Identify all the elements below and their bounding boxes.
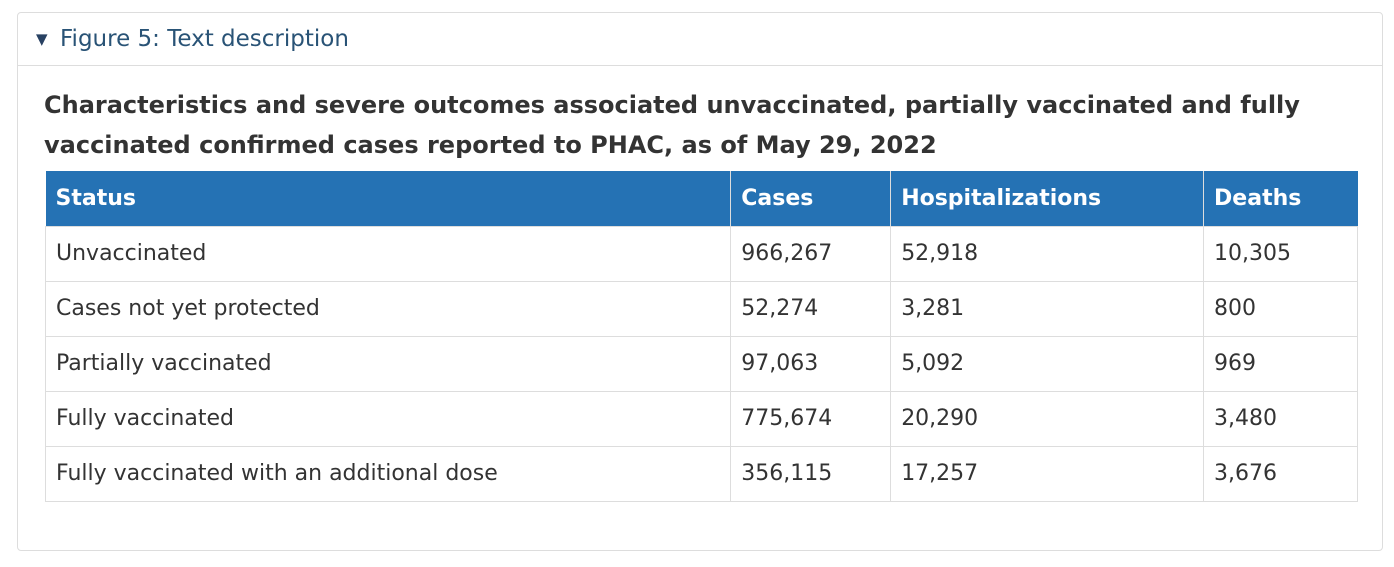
cell-hospitalizations: 17,257 bbox=[890, 445, 1205, 502]
cell-status: Partially vaccinated bbox=[44, 335, 732, 392]
cell-cases: 356,115 bbox=[730, 445, 892, 502]
cell-hospitalizations: 52,918 bbox=[890, 225, 1205, 282]
cell-status: Cases not yet protected bbox=[44, 280, 732, 337]
table-row: Unvaccinated 966,267 52,918 10,305 bbox=[44, 225, 1358, 282]
triangle-down-icon: ▼ bbox=[36, 30, 48, 48]
cell-deaths: 800 bbox=[1203, 280, 1358, 337]
cell-hospitalizations: 5,092 bbox=[890, 335, 1205, 392]
cell-deaths: 3,480 bbox=[1203, 390, 1358, 447]
table-row: Fully vaccinated 775,674 20,290 3,480 bbox=[44, 390, 1358, 447]
cell-status: Fully vaccinated with an additional dose bbox=[44, 445, 732, 502]
text-description-details: ▼ Figure 5: Text description Characteris… bbox=[17, 12, 1383, 551]
table-row: Partially vaccinated 97,063 5,092 969 bbox=[44, 335, 1358, 392]
table-row: Cases not yet protected 52,274 3,281 800 bbox=[44, 280, 1358, 337]
cell-hospitalizations: 20,290 bbox=[890, 390, 1205, 447]
cell-cases: 52,274 bbox=[730, 280, 892, 337]
header-hospitalizations: Hospitalizations bbox=[890, 171, 1205, 226]
header-deaths: Deaths bbox=[1203, 171, 1358, 226]
summary-label: Figure 5: Text description bbox=[60, 26, 349, 52]
cell-cases: 966,267 bbox=[730, 225, 892, 282]
cell-deaths: 10,305 bbox=[1203, 225, 1358, 282]
cell-cases: 775,674 bbox=[730, 390, 892, 447]
header-status: Status bbox=[45, 171, 732, 226]
cell-deaths: 3,676 bbox=[1203, 445, 1358, 502]
cell-hospitalizations: 3,281 bbox=[890, 280, 1205, 337]
header-cases: Cases bbox=[730, 171, 892, 226]
table-caption: Characteristics and severe outcomes asso… bbox=[44, 91, 1300, 159]
cell-deaths: 969 bbox=[1203, 335, 1358, 392]
table-row: Fully vaccinated with an additional dose… bbox=[44, 445, 1358, 502]
cell-cases: 97,063 bbox=[730, 335, 892, 392]
details-summary-toggle[interactable]: ▼ Figure 5: Text description bbox=[18, 13, 1382, 66]
cell-status: Fully vaccinated bbox=[44, 390, 732, 447]
data-table: Status Cases Hospitalizations Deaths Unv… bbox=[44, 171, 1358, 502]
cell-status: Unvaccinated bbox=[44, 225, 732, 282]
table-header-row: Status Cases Hospitalizations Deaths bbox=[45, 171, 1358, 226]
